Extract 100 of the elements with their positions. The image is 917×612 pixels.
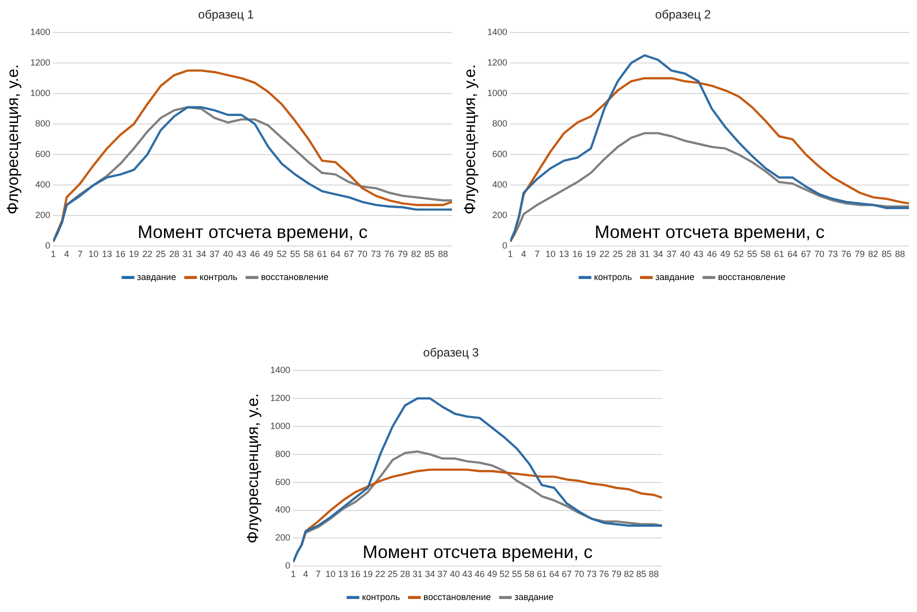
x-tick-label: 64 — [549, 569, 560, 580]
legend-label: контроль — [594, 272, 632, 282]
y-tick-label: 1000 — [30, 88, 50, 98]
x-tick-label: 40 — [222, 249, 233, 260]
x-tick-label: 70 — [357, 249, 368, 260]
x-tick-label: 19 — [362, 569, 373, 580]
y-tick-label: 400 — [35, 180, 50, 190]
x-tick-label: 52 — [500, 569, 510, 580]
x-tick-label: 49 — [487, 569, 498, 580]
y-tick-label: 600 — [35, 149, 50, 160]
x-tick-label: 4 — [521, 249, 526, 260]
x-tick-label: 10 — [326, 569, 336, 580]
x-tick-label: 76 — [384, 249, 394, 260]
x-tick-label: 22 — [375, 569, 386, 580]
x-tick-label: 25 — [156, 249, 166, 260]
x-tick-label: 61 — [774, 249, 784, 260]
x-tick-label: 82 — [411, 249, 422, 260]
y-tick-label: 0 — [502, 240, 508, 251]
x-tick-label: 73 — [586, 569, 597, 580]
x-tick-label: 7 — [78, 249, 83, 260]
y-axis-title: Флуоресценция, у.е. — [5, 64, 22, 214]
x-tick-label: 34 — [424, 569, 435, 580]
x-tick-label: 67 — [800, 249, 811, 260]
x-tick-label: 58 — [304, 249, 314, 260]
y-tick-label: 1400 — [487, 26, 508, 37]
x-tick-label: 43 — [693, 249, 704, 260]
y-tick-label: 1200 — [30, 57, 50, 68]
x-tick-label: 19 — [128, 249, 139, 260]
x-tick-label: 82 — [624, 569, 634, 580]
x-axis-title: Момент отсчета времени, с — [362, 542, 593, 562]
x-tick-label: 31 — [412, 569, 423, 580]
x-tick-label: 16 — [572, 249, 582, 260]
x-tick-label: 7 — [534, 249, 540, 260]
x-tick-label: 22 — [142, 249, 152, 260]
x-tick-label: 4 — [64, 249, 70, 260]
y-tick-label: 0 — [45, 240, 50, 251]
x-tick-label: 28 — [400, 569, 410, 580]
x-tick-label: 40 — [680, 249, 690, 260]
x-tick-label: 85 — [424, 249, 435, 260]
x-tick-label: 79 — [611, 569, 622, 580]
chart-title: образец 2 — [655, 8, 712, 22]
y-tick-label: 800 — [492, 118, 508, 129]
legend-label: завдание — [655, 272, 694, 282]
legend-label: восстановление — [260, 272, 328, 282]
x-tick-label: 37 — [437, 569, 448, 580]
x-tick-label: 49 — [720, 249, 730, 260]
x-tick-label: 52 — [276, 249, 287, 260]
x-tick-label: 70 — [574, 569, 584, 580]
x-tick-label: 37 — [666, 249, 677, 260]
x-tick-label: 55 — [290, 249, 300, 260]
x-tick-label: 61 — [536, 569, 547, 580]
legend-label: завдание — [137, 272, 176, 282]
x-tick-label: 34 — [196, 249, 206, 260]
x-tick-label: 25 — [388, 569, 398, 580]
x-tick-label: 85 — [882, 249, 892, 260]
x-tick-label: 76 — [598, 569, 609, 580]
x-tick-label: 10 — [88, 249, 99, 260]
legend-label: контроль — [200, 272, 238, 282]
x-tick-label: 88 — [438, 249, 448, 260]
x-tick-label: 58 — [760, 249, 771, 260]
x-tick-label: 28 — [626, 249, 636, 260]
x-tick-label: 55 — [747, 249, 758, 260]
x-tick-label: 25 — [612, 249, 623, 260]
chart-title: образец 1 — [198, 8, 254, 22]
y-tick-label: 800 — [35, 118, 50, 129]
x-tick-label: 13 — [102, 249, 112, 260]
x-tick-label: 31 — [640, 249, 650, 260]
x-tick-label: 46 — [474, 569, 485, 580]
y-tick-label: 1000 — [487, 88, 508, 98]
x-tick-label: 67 — [562, 569, 572, 580]
y-tick-label: 200 — [35, 210, 50, 220]
x-tick-label: 49 — [263, 249, 274, 260]
y-tick-label: 1200 — [487, 57, 508, 68]
x-tick-label: 31 — [182, 249, 193, 260]
y-tick-label: 1200 — [270, 392, 290, 403]
x-tick-label: 46 — [250, 249, 260, 260]
y-tick-label: 400 — [275, 504, 290, 515]
y-tick-label: 600 — [275, 476, 290, 487]
x-tick-label: 40 — [450, 569, 460, 580]
legend-label: контроль — [362, 592, 400, 602]
y-tick-label: 400 — [492, 180, 508, 190]
y-tick-label: 1000 — [270, 420, 290, 431]
x-tick-label: 28 — [169, 249, 180, 260]
x-tick-label: 16 — [350, 569, 360, 580]
x-axis-title: Момент отсчета времени, с — [594, 222, 825, 242]
x-tick-label: 7 — [316, 569, 321, 580]
x-tick-label: 1 — [290, 569, 296, 580]
x-tick-label: 19 — [586, 249, 596, 260]
x-tick-label: 13 — [338, 569, 348, 580]
x-tick-label: 79 — [398, 249, 408, 260]
chart-title: образец 3 — [423, 346, 480, 360]
y-axis-title: Флуоресценция, у.е. — [462, 64, 480, 214]
y-tick-label: 200 — [492, 210, 508, 220]
x-tick-label: 73 — [370, 249, 381, 260]
x-tick-label: 58 — [524, 569, 534, 580]
x-tick-label: 73 — [828, 249, 838, 260]
x-tick-label: 55 — [512, 569, 522, 580]
y-axis-title: Флуоресценция, у.е. — [245, 393, 262, 544]
x-tick-label: 13 — [558, 249, 569, 260]
x-tick-label: 46 — [706, 249, 717, 260]
